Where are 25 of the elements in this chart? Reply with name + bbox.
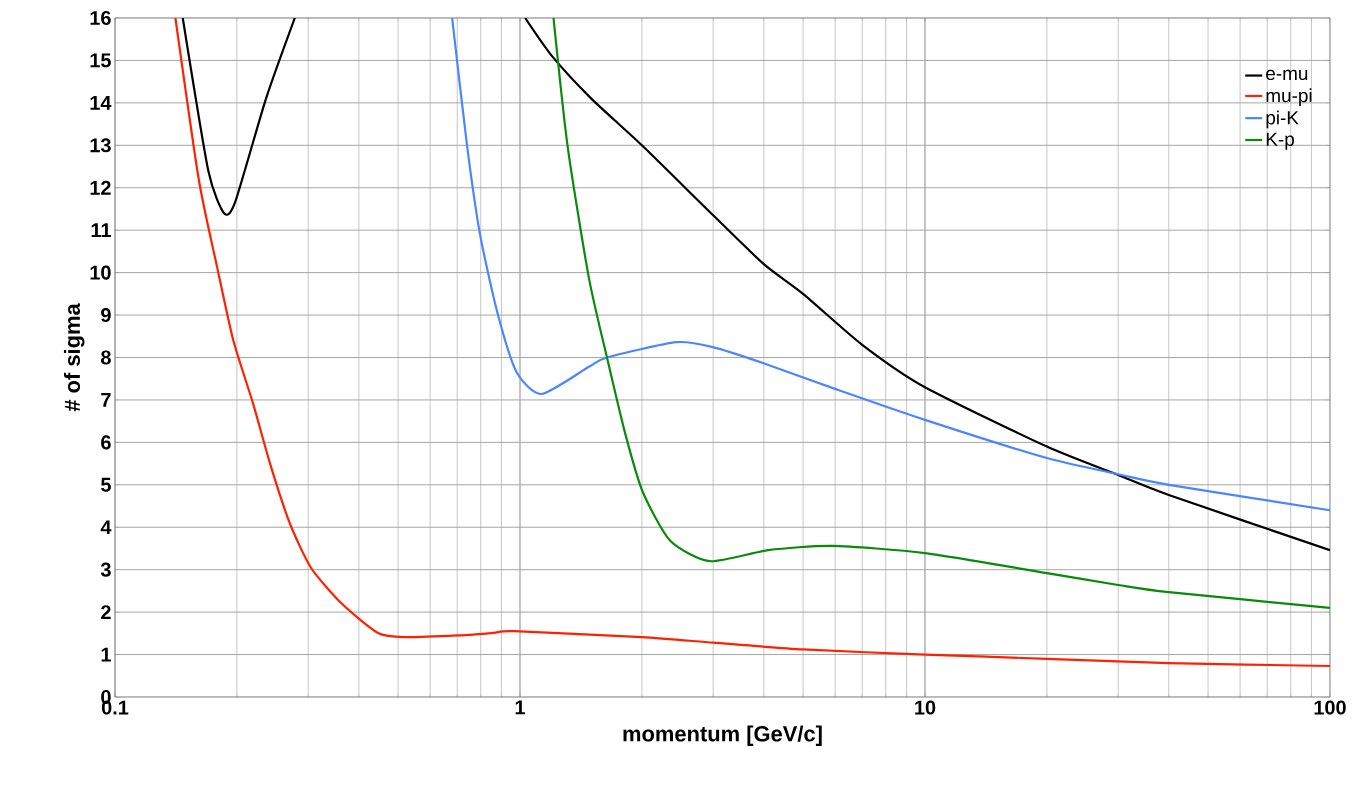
y-tick-label: 10 — [90, 265, 111, 280]
y-tick-label: 12 — [90, 180, 111, 195]
legend-label: pi-K — [1266, 110, 1299, 129]
y-tick-label: 2 — [101, 605, 111, 620]
y-tick-label: 9 — [101, 308, 111, 323]
y-tick-label: 11 — [91, 223, 111, 238]
y-tick-label: 8 — [101, 350, 111, 365]
y-tick-label: 15 — [90, 53, 111, 68]
y-tick-label: 3 — [100, 562, 111, 577]
legend-label: mu-pi — [1266, 88, 1312, 106]
y-tick-label: 6 — [101, 435, 111, 450]
y-axis-title: # of sigma — [63, 303, 85, 412]
y-tick-label: 1 — [101, 647, 111, 662]
legend-label: e-mu — [1266, 69, 1308, 81]
y-tick-label: 14 — [90, 96, 112, 110]
x-tick-label: 100 — [1314, 700, 1346, 715]
x-tick-label: 10 — [915, 700, 936, 715]
legend-label: K-p — [1266, 132, 1294, 150]
y-tick-label: 4 — [100, 520, 112, 535]
y-tick-label: 13 — [90, 138, 111, 153]
y-tick-label: 7 — [101, 393, 111, 407]
y-tick-label: 5 — [101, 477, 111, 492]
y-tick-label: 16 — [90, 10, 111, 26]
x-tick-label: 1 — [515, 700, 525, 715]
x-axis-title: momentum [GeV/c] — [623, 725, 822, 746]
